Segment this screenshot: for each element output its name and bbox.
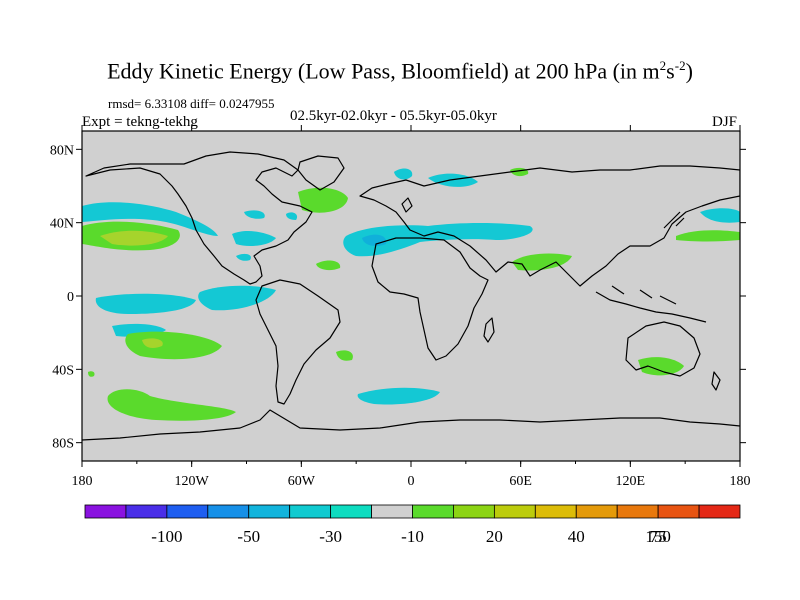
lon-label: 120E [616,474,646,489]
positive-anomaly-region [512,253,572,271]
negative-anomaly-region [232,231,276,246]
experiment-label: Expt = tekng-tekhg [82,114,198,130]
lat-label: 80S [52,437,74,452]
negative-anomaly-region [244,210,265,219]
colorbar-label: -50 [237,527,260,546]
australia-coast [625,321,701,377]
eurasia-coast [359,165,740,287]
lon-label: 180 [730,474,751,489]
anomaly-shading [82,167,740,421]
positive-anomaly-region [298,187,348,213]
lon-label: 120W [175,474,210,489]
colorbar-label: 150 [645,527,671,546]
antarctica-coast [82,409,740,441]
map-area [82,131,740,461]
positive-anomaly-region [676,230,740,242]
negative-anomaly-region [428,173,478,187]
positive-anomaly-core [142,338,163,348]
south-america-coast [255,279,341,405]
colorbar-label: -30 [319,527,342,546]
season-label: DJF [712,114,738,130]
negative-anomaly-region [82,202,218,236]
colorbar-swatch [698,504,741,519]
maritime-continent-coast [595,285,707,323]
negative-anomaly-region [286,212,298,220]
madagascar-coast [483,317,495,343]
colorbar-swatch [125,504,168,519]
coastlines [82,151,740,441]
colorbar-swatch [248,504,291,519]
lat-label: 40S [52,363,74,378]
north-america-coast [85,151,313,285]
colorbar-swatch [166,504,209,519]
colorbar-swatch [657,504,700,519]
colorbar-swatch [412,504,454,519]
colorbar-swatch [493,504,536,519]
lon-label: 60W [288,474,316,489]
negative-anomaly-region [95,293,196,314]
japan-coast [663,211,685,229]
colorbar-label: 75 [650,527,667,546]
negative-anomaly-region [357,387,440,405]
colorbar-label: -100 [151,527,182,546]
positive-anomaly-region [638,357,684,376]
plot-title: Eddy Kinetic Energy (Low Pass, Bloomfiel… [107,58,693,84]
lon-label: 180 [72,474,93,489]
stats-text: rmsd= 6.33108 diff= 0.0247955 [108,96,275,111]
colorbar-swatch [330,504,372,519]
lat-label: 80N [50,143,74,158]
colorbar-swatch [575,504,618,519]
colorbar-swatch [534,504,577,519]
axis-labels: 180 120W 60W 0 60E 120E 180 80N 40N 0 40S 80S [50,143,751,489]
lat-label: 40N [50,217,74,232]
colorbar-swatch [371,504,413,519]
positive-anomaly-region [336,350,353,361]
uk-coast [401,197,413,213]
lat-label: 0 [67,290,74,305]
greenland-coast [297,155,345,191]
lon-label: 0 [408,474,415,489]
negative-anomaly-region [700,208,740,223]
lon-label: 60E [509,474,532,489]
negative-anomaly-region [394,168,413,180]
negative-anomaly-region [236,253,251,261]
colorbar-swatch [453,504,495,519]
colorbar-swatch [289,504,332,519]
africa-coast [371,237,489,361]
positive-anomaly-core [100,230,168,246]
new-zealand-coast [711,371,721,391]
colorbar-label: -10 [401,527,424,546]
colorbar-label: 20 [486,527,503,546]
negative-anomaly-region [198,285,276,311]
positive-anomaly-region [107,389,236,421]
colorbar-swatch [207,504,250,519]
colorbar-swatch [84,504,127,519]
positive-anomaly-region [316,260,341,271]
axis-ticks [76,125,746,467]
positive-anomaly-region [88,371,95,377]
colorbar-swatch [616,504,659,519]
period-label: 02.5kyr-02.0kyr - 05.5kyr-05.0kyr [290,108,497,124]
colorbar-label: 40 [568,527,585,546]
